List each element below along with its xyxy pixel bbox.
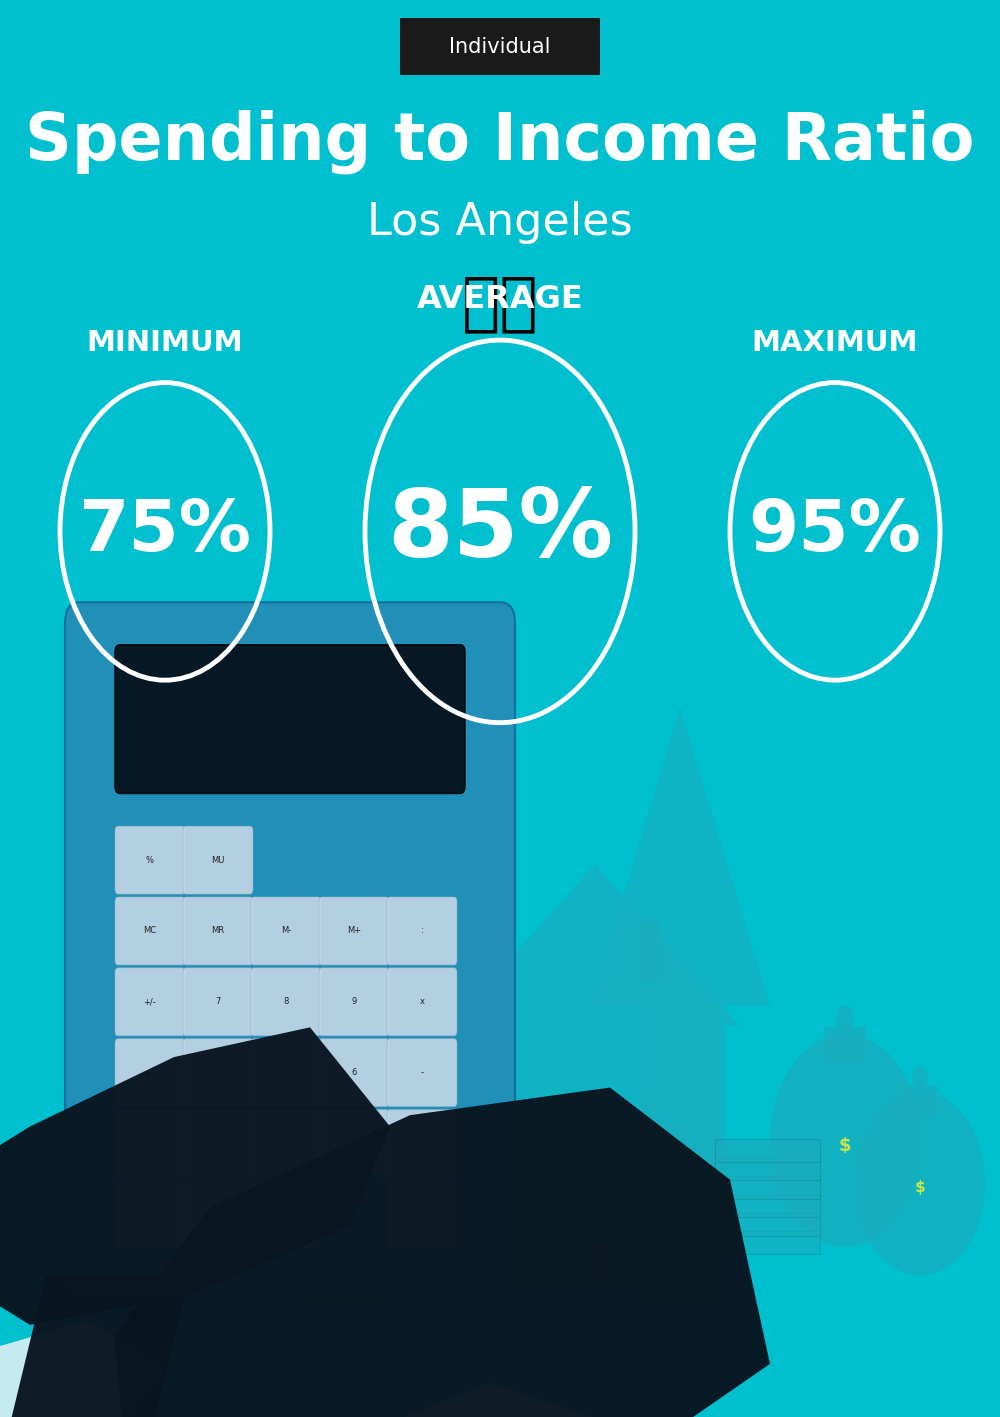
Bar — [465, 1026, 725, 1289]
Text: x: x — [420, 998, 425, 1006]
Text: %: % — [146, 856, 154, 864]
Text: $: $ — [839, 1136, 851, 1155]
Text: 6: 6 — [351, 1068, 357, 1077]
FancyBboxPatch shape — [183, 897, 253, 965]
FancyBboxPatch shape — [183, 1110, 253, 1178]
Text: AVERAGE: AVERAGE — [417, 283, 583, 315]
Text: 3: 3 — [351, 1139, 357, 1148]
Polygon shape — [250, 708, 430, 1304]
Text: 7: 7 — [215, 998, 221, 1006]
Text: MINIMUM: MINIMUM — [87, 329, 243, 357]
Circle shape — [855, 1091, 985, 1275]
Text: =: = — [419, 1210, 426, 1219]
Circle shape — [912, 1066, 928, 1088]
Text: M+: M+ — [347, 927, 361, 935]
Bar — [715, 1158, 820, 1180]
Bar — [572, 1179, 618, 1289]
Text: M-: M- — [281, 927, 291, 935]
FancyBboxPatch shape — [115, 1110, 185, 1178]
Circle shape — [836, 1006, 854, 1032]
Text: 85%: 85% — [387, 486, 613, 577]
FancyBboxPatch shape — [251, 968, 321, 1036]
Polygon shape — [0, 1275, 190, 1417]
Text: Spending to Income Ratio: Spending to Income Ratio — [25, 109, 975, 174]
FancyBboxPatch shape — [115, 968, 185, 1036]
FancyBboxPatch shape — [183, 826, 253, 894]
Text: 2: 2 — [283, 1139, 289, 1148]
Text: Los Angeles: Los Angeles — [367, 201, 633, 244]
Circle shape — [770, 1034, 920, 1247]
Text: 00: 00 — [145, 1210, 155, 1219]
Text: 🇺🇸: 🇺🇸 — [462, 272, 538, 334]
Bar — [715, 1139, 820, 1162]
Polygon shape — [450, 864, 740, 1026]
Polygon shape — [0, 1321, 168, 1417]
FancyBboxPatch shape — [387, 1039, 457, 1107]
Text: 1: 1 — [215, 1139, 221, 1148]
Bar — [642, 920, 660, 981]
Bar — [585, 1238, 601, 1281]
FancyBboxPatch shape — [251, 1110, 321, 1178]
FancyBboxPatch shape — [115, 897, 185, 965]
Text: ►: ► — [147, 1068, 153, 1077]
Bar — [824, 1027, 866, 1064]
FancyBboxPatch shape — [319, 1110, 389, 1178]
Text: Individual: Individual — [449, 37, 551, 57]
Bar — [715, 1195, 820, 1217]
FancyBboxPatch shape — [183, 1180, 253, 1248]
Text: 8: 8 — [283, 998, 289, 1006]
FancyBboxPatch shape — [387, 897, 457, 965]
Text: 75%: 75% — [78, 497, 252, 565]
FancyBboxPatch shape — [115, 645, 465, 794]
Polygon shape — [0, 1027, 390, 1325]
Text: C/A: C/A — [143, 1139, 157, 1148]
FancyBboxPatch shape — [387, 1110, 457, 1178]
FancyBboxPatch shape — [319, 1039, 389, 1107]
Bar — [902, 1084, 938, 1117]
Polygon shape — [114, 1088, 770, 1417]
FancyBboxPatch shape — [251, 897, 321, 965]
FancyBboxPatch shape — [115, 1180, 185, 1248]
Text: :: : — [421, 927, 423, 935]
Text: +: + — [419, 1139, 425, 1148]
Polygon shape — [354, 1383, 626, 1417]
Text: -: - — [421, 1068, 424, 1077]
Bar — [715, 1231, 820, 1254]
Text: +/-: +/- — [144, 998, 156, 1006]
Text: $: $ — [915, 1180, 925, 1196]
Text: 5: 5 — [283, 1068, 289, 1077]
Text: 9: 9 — [351, 998, 357, 1006]
FancyBboxPatch shape — [183, 1039, 253, 1107]
FancyBboxPatch shape — [387, 1180, 457, 1248]
Text: MR: MR — [211, 927, 225, 935]
Bar — [715, 1176, 820, 1199]
FancyBboxPatch shape — [319, 897, 389, 965]
FancyBboxPatch shape — [115, 1039, 185, 1107]
Text: MC: MC — [143, 927, 157, 935]
Bar — [715, 1213, 820, 1236]
Text: MU: MU — [211, 856, 225, 864]
FancyBboxPatch shape — [251, 1039, 321, 1107]
Polygon shape — [590, 708, 770, 1304]
Text: 4: 4 — [215, 1068, 221, 1077]
Text: .: . — [217, 1210, 219, 1219]
FancyBboxPatch shape — [251, 1180, 321, 1248]
FancyBboxPatch shape — [115, 826, 185, 894]
FancyBboxPatch shape — [400, 18, 600, 75]
Text: 0: 0 — [283, 1210, 289, 1219]
FancyBboxPatch shape — [387, 968, 457, 1036]
Bar — [597, 1238, 614, 1281]
FancyBboxPatch shape — [319, 968, 389, 1036]
FancyBboxPatch shape — [65, 602, 515, 1297]
FancyBboxPatch shape — [183, 968, 253, 1036]
Text: MAXIMUM: MAXIMUM — [752, 329, 918, 357]
Text: 95%: 95% — [749, 497, 921, 565]
